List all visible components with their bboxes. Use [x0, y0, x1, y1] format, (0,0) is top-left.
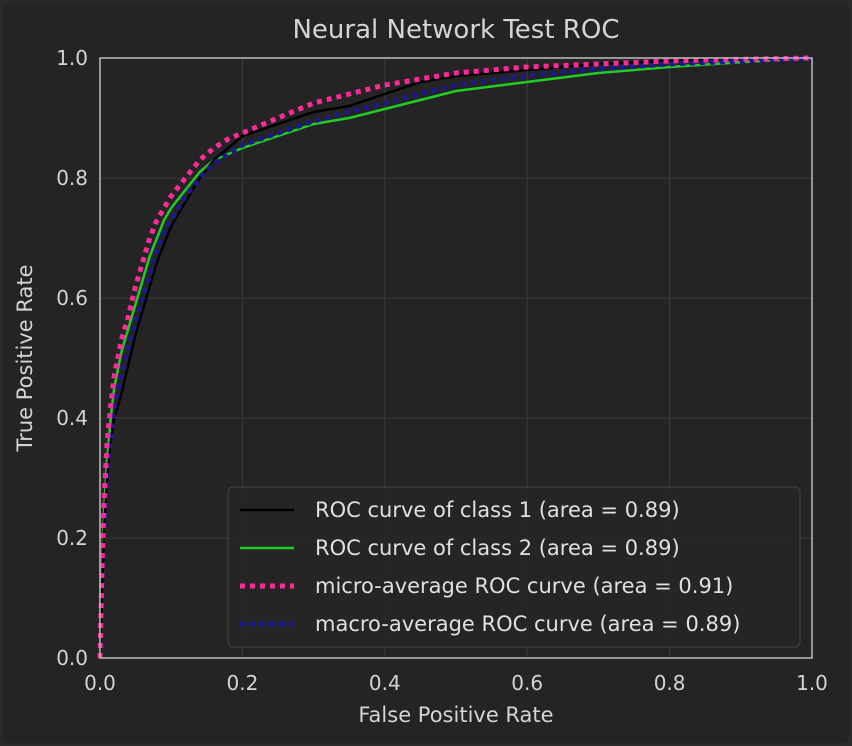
y-tick-label-1: 0.2	[56, 526, 88, 550]
x-tick-label-5: 1.0	[796, 671, 828, 695]
y-tick-label-5: 1.0	[56, 46, 88, 70]
legend: ROC curve of class 1 (area = 0.89) ROC cu…	[227, 486, 801, 648]
x-tick-labels: 0.0 0.2 0.4 0.6 0.8 1.0	[84, 671, 828, 695]
series-line-3	[97, 55, 813, 659]
y-tick-label-2: 0.4	[56, 406, 88, 430]
x-axis-label: False Positive Rate	[358, 703, 553, 727]
y-tick-label-3: 0.6	[56, 286, 88, 310]
x-tick-label-0: 0.0	[84, 671, 116, 695]
x-tick-label-4: 0.8	[654, 671, 686, 695]
legend-box	[227, 486, 801, 648]
axes-frame	[99, 57, 813, 659]
series-line-2	[98, 56, 814, 660]
legend-label-4: macro-average ROC curve (area = 0.89)	[315, 612, 740, 636]
x-tick-label-1: 0.2	[226, 671, 258, 695]
legend-label-3: micro-average ROC curve (area = 0.91)	[315, 574, 733, 598]
legend-label-1: ROC curve of class 1 (area = 0.89)	[315, 498, 680, 522]
chart-title: Neural Network Test ROC	[292, 15, 619, 45]
x-tick-label-2: 0.4	[369, 671, 401, 695]
y-axis-label: True Positive Rate	[13, 264, 37, 452]
legend-label-2: ROC curve of class 2 (area = 0.89)	[315, 536, 680, 560]
x-tick-label-3: 0.6	[511, 671, 543, 695]
y-tick-label-0: 0.0	[56, 646, 88, 670]
y-tick-label-4: 0.8	[56, 166, 88, 190]
y-tick-labels: 0.0 0.2 0.4 0.6 0.8 1.0	[56, 46, 88, 670]
series-layer	[97, 55, 814, 660]
